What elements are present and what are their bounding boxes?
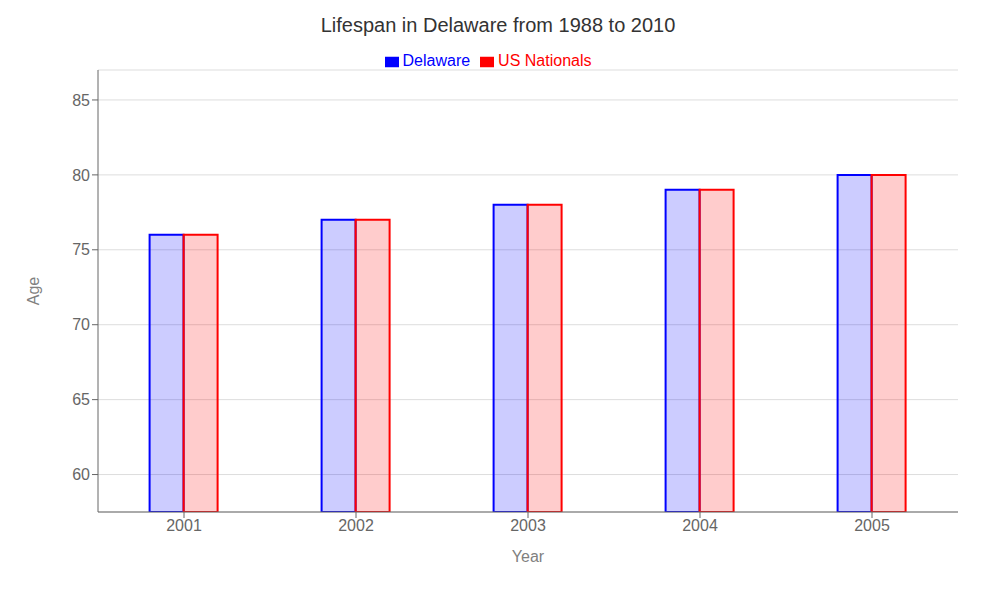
svg-text:2001: 2001 [166,517,202,534]
svg-text:65: 65 [72,391,90,408]
html-text:Delaware: Delaware [402,52,471,69]
svg-text:60: 60 [72,466,90,483]
html-text:Lifespan in Delaware from 1988: Lifespan in Delaware from 1988 to 2010 [320,14,676,36]
svg-text:Year: Year [512,548,545,565]
svg-text:2004: 2004 [682,517,718,534]
svg-text:85: 85 [72,92,90,109]
svg-text:2005: 2005 [854,517,890,534]
html-text:US Nationals: US Nationals [498,52,592,69]
svg-text:70: 70 [72,316,90,333]
svg-text:2002: 2002 [338,517,374,534]
svg-text:2003: 2003 [510,517,546,534]
svg-text:Age: Age [25,277,42,306]
svg-text:80: 80 [72,167,90,184]
svg-text:75: 75 [72,241,90,258]
